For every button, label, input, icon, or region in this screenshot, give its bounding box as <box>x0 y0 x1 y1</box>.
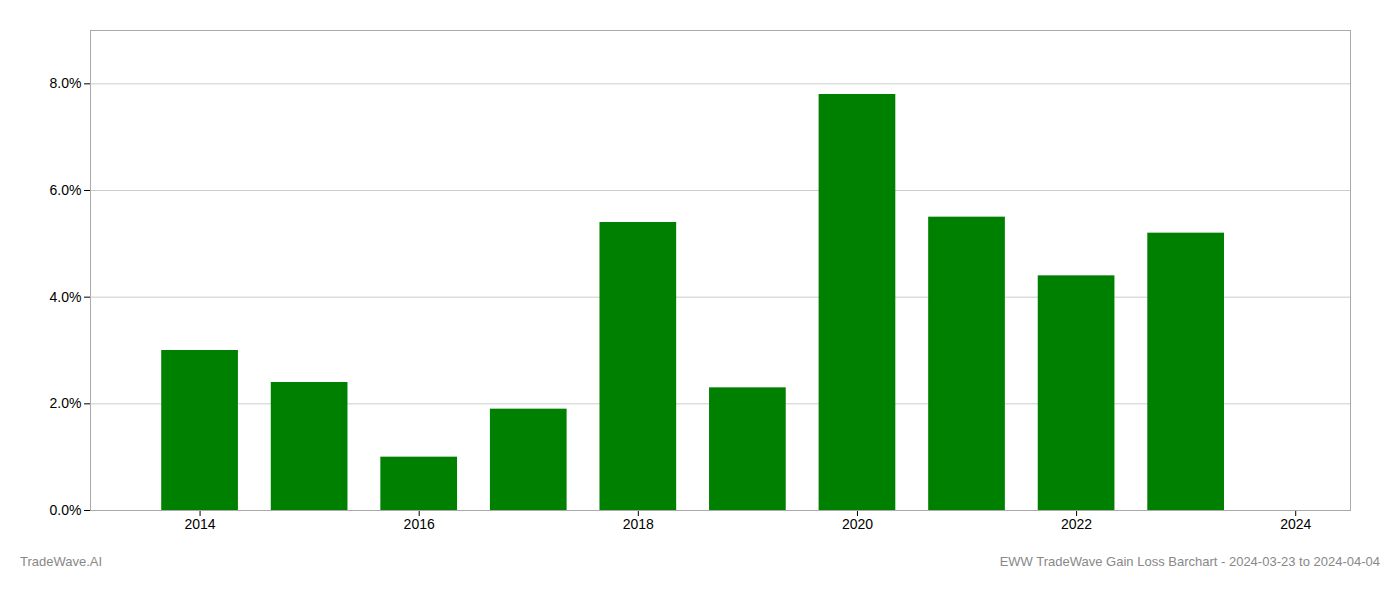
svg-text:2018: 2018 <box>623 516 654 532</box>
html-text:TradeWave.AI: TradeWave.AI <box>20 554 103 569</box>
svg-text:2.0%: 2.0% <box>50 395 82 411</box>
svg-text:2014: 2014 <box>184 516 215 532</box>
svg-text:2022: 2022 <box>1061 516 1092 532</box>
html-text:EWW TradeWave Gain Loss Barcha: EWW TradeWave Gain Loss Barchart - 2024-… <box>999 554 1380 569</box>
svg-text:2020: 2020 <box>842 516 873 532</box>
svg-text:0.0%: 0.0% <box>50 502 82 518</box>
svg-text:6.0%: 6.0% <box>50 182 82 198</box>
svg-text:8.0%: 8.0% <box>50 75 82 91</box>
svg-text:2024: 2024 <box>1280 516 1311 532</box>
svg-text:2016: 2016 <box>404 516 435 532</box>
svg-text:4.0%: 4.0% <box>50 289 82 305</box>
